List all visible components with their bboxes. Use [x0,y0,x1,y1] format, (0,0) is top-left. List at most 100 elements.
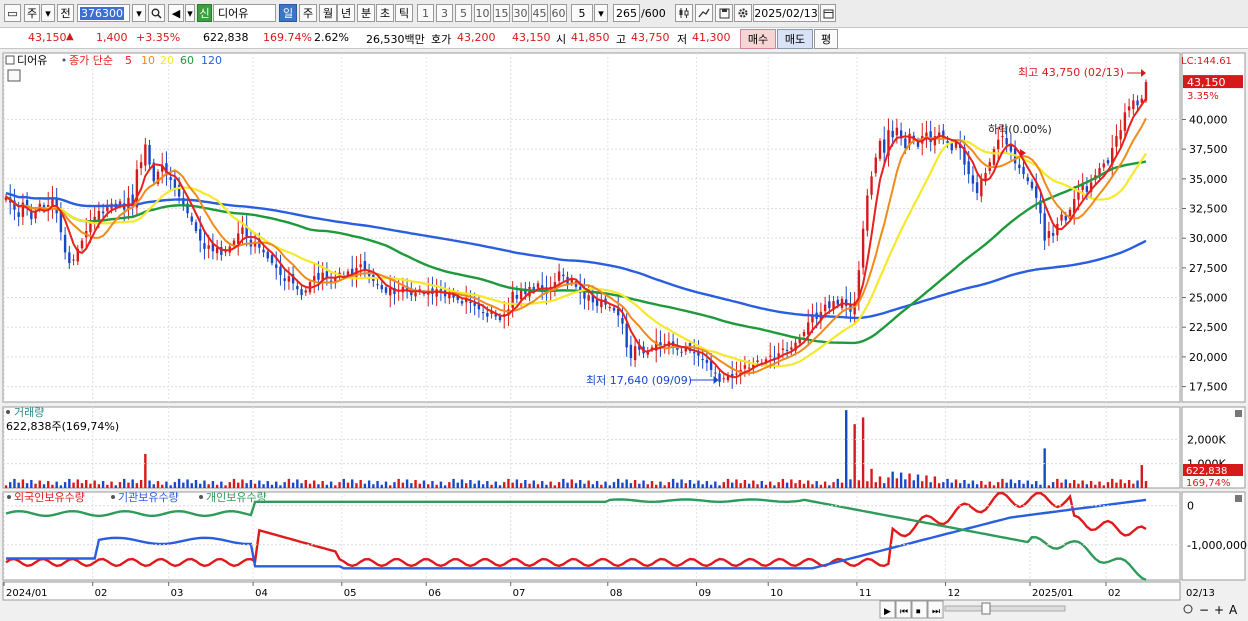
volume-bar [85,479,88,488]
code-dropdown-icon[interactable]: ▾ [132,4,146,22]
chart-area[interactable]: 40,000 37,500 35,000 32,500 30,000 27,500 25,0… [0,50,1248,621]
interval-3[interactable]: 3 [436,4,453,22]
candle-body [1039,200,1042,214]
volume-bar [785,482,789,488]
candle-body [680,351,683,353]
gear-icon[interactable] [734,4,752,22]
price-tick-label: 37,500 [1189,143,1228,156]
volume-bar [1009,479,1013,488]
scroll-button[interactable] [927,600,944,619]
interval-1-label: 1 [422,6,429,20]
volume-close-icon [1235,410,1242,417]
volume-bar [186,479,189,488]
ma-legend-period: 60 [180,54,194,67]
bar-count-input[interactable]: 265 [613,4,640,22]
scroll-button[interactable] [911,600,928,619]
market-dropdown-icon[interactable]: ▾ [41,4,55,22]
stock-name-field[interactable]: 디어유 [213,4,276,22]
buy-button[interactable]: 매수 [740,29,776,49]
candle-body [376,284,379,286]
scroll-thumb[interactable] [981,602,991,615]
candle-body [790,347,793,350]
period-tab-month[interactable]: 월 [319,4,337,22]
candle-body [950,143,953,151]
market-select[interactable]: 주 [24,4,40,22]
candle-body [519,290,523,300]
sell-button-label: 매도 [784,33,806,46]
volume-bar [418,483,421,488]
interval-5[interactable]: 5 [455,4,472,22]
interval-input[interactable]: 5 [571,4,593,22]
volume-bar [21,479,25,488]
candle-body [659,342,662,347]
interval-60[interactable]: 60 [550,4,567,22]
evaluate-button[interactable]: 평 [814,29,838,49]
price-panel [2,52,1181,403]
interval-10[interactable]: 10 [474,4,491,22]
volume-bar [950,482,953,488]
code-input[interactable]: 376300 [77,4,130,22]
candle-body [161,165,164,172]
volume-bar [836,478,839,488]
sound-icon[interactable]: ◀ [168,4,184,22]
calendar-icon[interactable] [820,4,836,22]
scroll-button[interactable] [895,600,912,619]
zoom-search-icon[interactable] [1183,604,1193,614]
period-select[interactable]: 전 [57,4,74,22]
volume-bar [557,482,561,488]
volume-bar [536,484,540,488]
candle-body [1001,136,1004,138]
interval-45[interactable]: 45 [531,4,548,22]
period-tab-year[interactable]: 년 [337,4,355,22]
candle-body [245,225,248,237]
draw-tool-icon[interactable] [695,4,713,22]
volume-bar [503,482,506,488]
scroll-button[interactable] [879,600,896,619]
candle-body [798,337,801,344]
candle-type-icon[interactable] [675,4,693,22]
interval-1[interactable]: 1 [417,4,434,22]
volume-bar [401,482,405,488]
volume-bar [494,481,497,488]
candle-body [51,197,54,209]
period-tab-day[interactable]: 일 [279,4,297,22]
search-icon[interactable] [148,4,165,22]
window-menu-icon[interactable]: ▭ [4,4,21,22]
scroll-track[interactable] [944,605,1066,612]
candle-body [916,140,920,147]
period-tab-tick[interactable]: 틱 [395,4,413,22]
candle-body [435,289,438,297]
interval-dropdown-icon[interactable]: ▾ [594,4,608,22]
volume-bar [1123,483,1127,488]
volume-bar [773,485,776,488]
period-tab-week[interactable]: 주 [299,4,317,22]
period-tab-second[interactable]: 초 [376,4,394,22]
volume-panel [2,406,1181,489]
legend-dot [62,58,66,62]
save-icon[interactable] [715,4,733,22]
candle-body [861,228,865,268]
volume-bar [465,483,468,488]
sell-button[interactable]: 매도 [777,29,813,49]
candle-body [460,301,464,304]
candle-body [21,202,25,217]
period-tab-minute[interactable]: 분 [357,4,375,22]
candle-body [600,299,603,308]
candle-body [1085,186,1089,192]
candle-body [997,139,1000,150]
volume-bar [1119,479,1122,488]
volume-bar [317,484,320,488]
volume-bar [638,483,641,488]
last-pct-tag: 3.35% [1187,91,1219,102]
volume-bar [68,478,71,488]
candle-body [220,247,223,255]
sound-dropdown-icon[interactable]: ▾ [185,4,195,22]
price-tick-label: 40,000 [1189,113,1228,126]
date-input[interactable]: 2025/02/13 [753,4,819,22]
volume-bar [1056,478,1059,488]
candle-body [473,302,476,306]
interval-30[interactable]: 30 [512,4,529,22]
interval-15[interactable]: 15 [493,4,510,22]
candle-body [1073,199,1076,213]
volume-bar [988,481,991,488]
